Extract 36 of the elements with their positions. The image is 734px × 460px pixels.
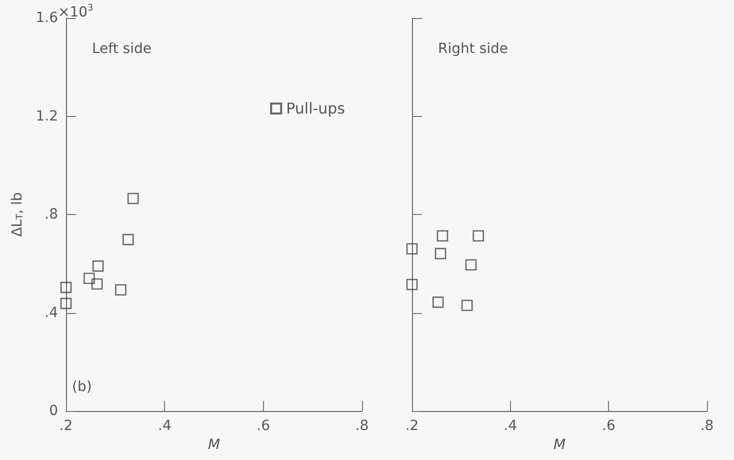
x-tick-label: .2 xyxy=(59,418,73,434)
point xyxy=(60,282,72,294)
x-tick-label: .6 xyxy=(256,418,270,434)
point xyxy=(92,260,104,272)
x-tick-label: .8 xyxy=(700,418,714,434)
y-tick-label: .4 xyxy=(44,304,58,321)
y-tick-label: 1.6 xyxy=(36,10,58,26)
x-tick-label: .2 xyxy=(405,418,419,434)
point xyxy=(436,230,448,242)
point xyxy=(472,230,484,242)
point xyxy=(465,259,477,271)
point xyxy=(122,234,134,246)
y-tick-label: 0 xyxy=(49,403,58,419)
x-tick-label: .4 xyxy=(158,418,172,434)
point xyxy=(406,278,418,290)
point xyxy=(434,248,446,260)
annotation: (b) xyxy=(72,379,92,395)
x-tick-label: .6 xyxy=(602,418,616,434)
annotation: Right side xyxy=(438,41,508,57)
point xyxy=(60,298,72,310)
y-tick-label: .8 xyxy=(44,206,58,222)
y-axis-title: ΔLT, lb xyxy=(9,192,26,237)
point xyxy=(127,192,139,204)
point xyxy=(91,278,103,290)
point xyxy=(461,300,473,312)
point xyxy=(84,272,95,284)
x-tick-label: .4 xyxy=(504,418,518,434)
annotation: Left side xyxy=(92,41,152,57)
x-axis-title: M xyxy=(208,436,220,453)
legend-label: Pull-ups xyxy=(286,100,346,118)
x-tick-label: .8 xyxy=(355,418,369,434)
point xyxy=(432,296,444,308)
y-tick-label: 1.2 xyxy=(36,108,58,124)
point xyxy=(115,284,126,296)
x-axis-title: M xyxy=(553,436,566,453)
point xyxy=(406,243,418,255)
